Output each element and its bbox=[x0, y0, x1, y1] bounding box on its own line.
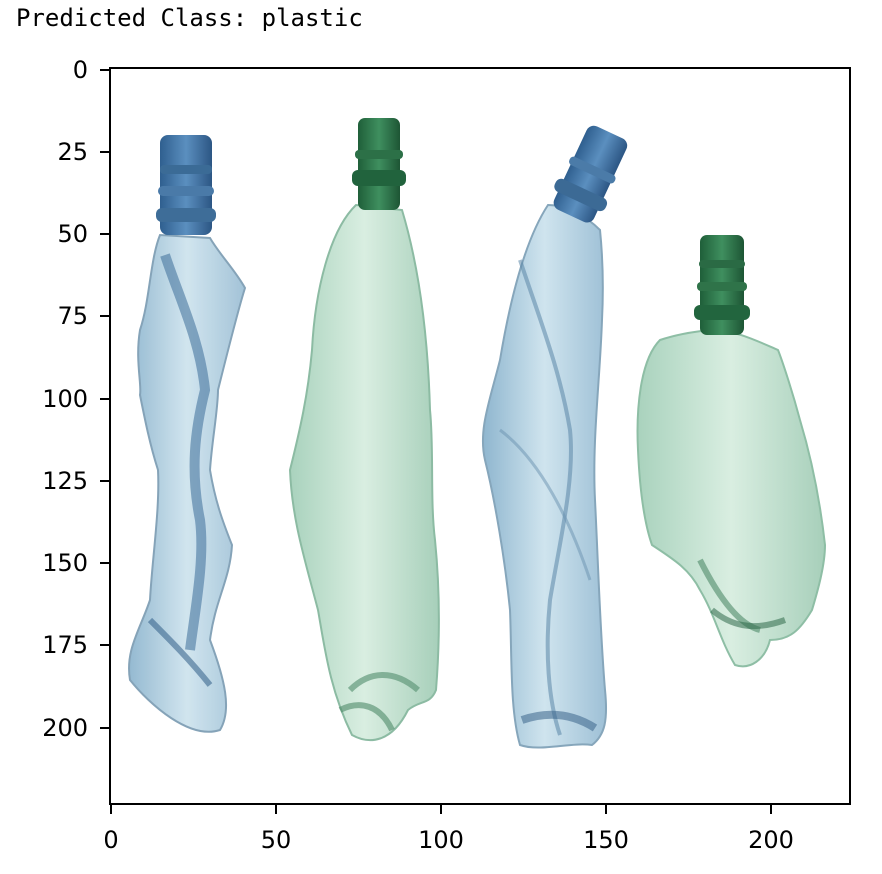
y-tick-label: 125 bbox=[42, 467, 88, 495]
y-tick-label: 175 bbox=[42, 631, 88, 659]
bottle-1-blue bbox=[128, 135, 247, 733]
x-tick-label: 100 bbox=[418, 826, 464, 854]
axes-frame bbox=[109, 67, 851, 805]
bottle-4-green bbox=[636, 235, 827, 668]
y-tick-label: 0 bbox=[73, 56, 88, 84]
bottle-3-blue bbox=[481, 125, 628, 749]
y-tick-label: 25 bbox=[57, 138, 88, 166]
y-axis: 0 25 50 75 100 125 150 175 200 bbox=[42, 56, 110, 742]
bottle-2-green bbox=[288, 118, 440, 742]
plotted-image bbox=[110, 68, 850, 804]
y-tick-label: 50 bbox=[57, 220, 88, 248]
prediction-output-text: Predicted Class: plastic bbox=[16, 4, 363, 32]
x-axis: 0 50 100 150 200 bbox=[103, 804, 794, 854]
y-tick-label: 75 bbox=[57, 302, 88, 330]
y-tick-label: 150 bbox=[42, 549, 88, 577]
x-tick-label: 0 bbox=[103, 826, 118, 854]
y-tick-label: 100 bbox=[42, 385, 88, 413]
x-tick-label: 50 bbox=[261, 826, 292, 854]
x-tick-label: 150 bbox=[583, 826, 629, 854]
x-tick-label: 200 bbox=[748, 826, 794, 854]
y-tick-label: 200 bbox=[42, 714, 88, 742]
